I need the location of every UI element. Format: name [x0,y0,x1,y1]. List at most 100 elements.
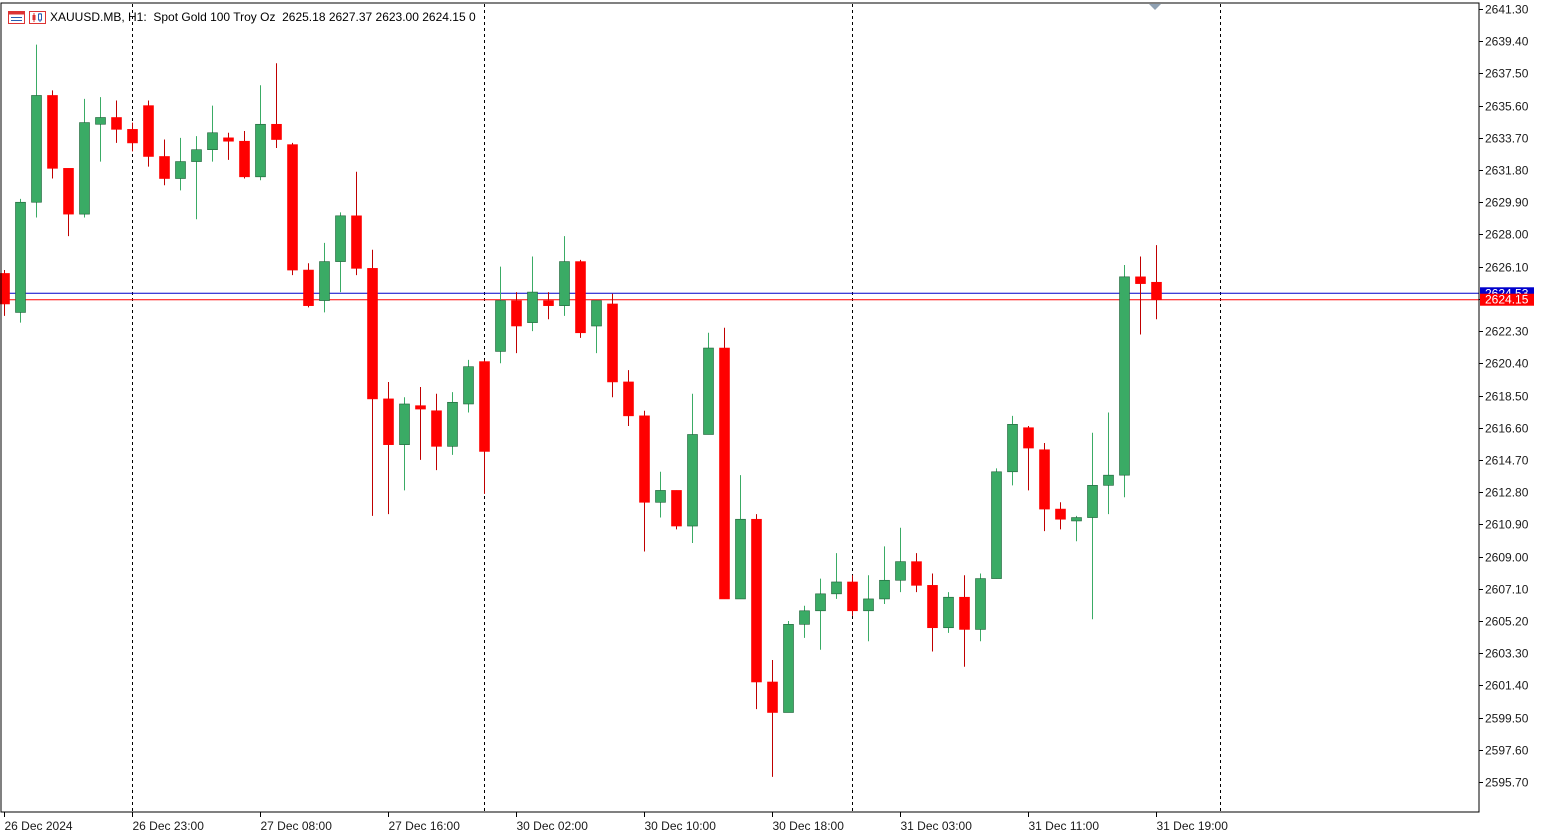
bull-candle [207,105,218,162]
candle-body [607,303,618,383]
candle-body [111,117,122,130]
candle-body [1151,281,1162,301]
price-tick-label: 2603.30 [1485,647,1529,661]
price-tick-label: 2616.60 [1485,422,1529,436]
bear-candle [415,387,426,460]
bear-candle [927,573,938,652]
candle-body [1119,276,1130,476]
candle-body [303,269,314,306]
bear-candle [1023,426,1034,491]
bear-candle [47,90,58,179]
bull-candle [831,553,842,599]
chart-window-icon[interactable] [8,10,25,24]
candle-body [815,593,826,612]
period-separators [132,4,1221,812]
candle-body [1007,424,1018,473]
candle-body [751,518,762,683]
candle-body [991,471,1002,579]
candle-body [255,123,266,178]
bear-candle [143,100,154,167]
candle-body [415,405,426,410]
candle-body [287,144,298,271]
bull-candle [703,332,714,435]
bull-candle [335,212,346,293]
price-tick-label: 2641.30 [1485,3,1529,17]
candle-body [879,579,890,600]
bear-candle [639,410,650,552]
time-tick-label: 26 Dec 2024 [5,819,73,833]
chart-header: XAUUSD.MB, H1: Spot Gold 100 Troy Oz 262… [8,9,476,25]
last-price-tag-label: 2624.15 [1485,293,1529,307]
bear-candle [367,249,378,516]
candle-body [271,123,282,140]
candle-body [47,95,58,169]
bear-candle [1151,245,1162,320]
bull-candle [191,136,202,220]
candle-body [783,624,794,713]
candle-body [687,434,698,527]
bull-candle [799,605,810,638]
bull-candle [1119,264,1130,498]
bear-candle [847,575,858,616]
bear-candle [607,293,618,398]
price-axis[interactable]: 2641.30 2639.40 2637.50 2635.60 2633.70 2631.… [1479,3,1529,790]
time-tick-label: 31 Dec 03:00 [901,819,973,833]
candle-body [143,105,154,157]
price-tick-label: 2631.80 [1485,164,1529,178]
candle-body [703,347,714,435]
chart-type-icon[interactable] [29,10,46,24]
bear-candle [431,393,442,471]
candle-body [95,117,106,125]
bear-candle [1055,502,1066,530]
bear-candle [575,259,586,338]
bull-candle [255,85,266,181]
bull-candle [815,578,826,650]
candle-body [351,215,362,269]
price-tick-label: 2633.70 [1485,132,1529,146]
time-axis[interactable]: 26 Dec 2024 26 Dec 23:00 27 Dec 08:00 27 De… [4,812,1229,833]
candle-body [1135,276,1146,284]
candle-body [975,578,986,630]
candle-body [671,490,682,527]
candle-body [191,149,202,162]
bull-candle [559,236,570,316]
candle-body [831,581,842,595]
candle-body [799,610,810,625]
candle-body [591,300,602,327]
bull-candle [31,44,42,218]
bear-candle [111,100,122,143]
candle-body [127,129,138,144]
volume-value: 0 [468,10,476,24]
bear-candle [543,292,554,320]
bear-candle [911,553,922,593]
price-lines [1,292,1479,301]
candle-body [511,300,522,327]
price-tick-label: 2601.40 [1485,679,1529,693]
price-tick-label: 2626.10 [1485,261,1529,275]
candle-body [655,490,666,503]
bull-candle [1087,432,1098,620]
candle-body [335,215,346,262]
price-tick-label: 2637.50 [1485,67,1529,81]
candle-body [639,415,650,503]
candle-body [399,403,410,445]
candle-body [319,261,330,301]
candle-body [1055,508,1066,520]
bull-candle [687,393,698,543]
bear-candle [751,514,762,710]
bull-candle [95,97,106,162]
time-tick-label: 27 Dec 08:00 [261,819,333,833]
bull-candle [79,98,90,218]
shift-marker-icon[interactable] [1149,4,1161,10]
price-tick-label: 2595.70 [1485,776,1529,790]
candle-body [943,596,954,629]
bull-candle [463,359,474,413]
price-tick-label: 2599.50 [1485,712,1529,726]
candle-body [431,410,442,447]
bull-candle [783,620,794,713]
bull-candle [735,475,746,600]
bull-candle [655,471,666,518]
candle-body [63,168,74,215]
bear-candle [159,139,170,186]
